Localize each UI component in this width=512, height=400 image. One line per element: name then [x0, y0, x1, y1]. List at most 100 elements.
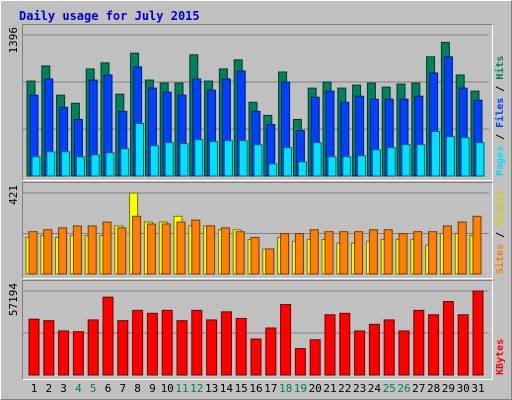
- bar-kbytes-day-6: [102, 296, 114, 376]
- bar-pages-day-17: [268, 163, 278, 177]
- bar-kbytes-day-27: [413, 309, 425, 376]
- x-tick-label: 2: [45, 382, 52, 395]
- bars-layer: [23, 34, 489, 376]
- bar-pages-day-4: [75, 156, 85, 177]
- bar-kbytes-day-3: [58, 330, 70, 376]
- legend-entry: Files: [494, 98, 506, 128]
- legend: Pages / Files / Hits: [494, 56, 506, 176]
- bar-sites-day-15: [235, 231, 245, 275]
- bar-pages-day-11: [179, 143, 189, 177]
- legends-layer: Pages / Files / Hits Sites / Visits KBytes: [494, 56, 506, 375]
- bar-sites-day-12: [191, 219, 201, 275]
- bar-pages-day-15: [238, 140, 248, 177]
- bar-kbytes-day-11: [176, 320, 188, 376]
- legend-entry: Hits: [494, 56, 506, 80]
- bar-sites-day-7: [117, 227, 127, 275]
- legend-separator: /: [495, 128, 506, 146]
- x-tick-label: 13: [205, 382, 218, 395]
- bar-kbytes-day-9: [146, 312, 158, 376]
- bar-pages-day-12: [194, 139, 204, 177]
- bar-pages-day-28: [431, 131, 441, 177]
- legend: Sites / Visits: [494, 190, 506, 274]
- bar-pages-day-10: [164, 142, 174, 177]
- bar-pages-day-30: [460, 137, 470, 177]
- bar-pages-day-13: [209, 141, 219, 177]
- x-tick-label: 15: [235, 382, 248, 395]
- bar-sites-day-22: [339, 231, 349, 275]
- bar-kbytes-day-26: [398, 330, 410, 376]
- bar-kbytes-day-23: [354, 330, 366, 376]
- bar-sites-day-27: [413, 231, 423, 275]
- x-tick-label: 5: [90, 382, 97, 395]
- x-tick-label: 12: [190, 382, 203, 395]
- bar-pages-day-18: [283, 147, 293, 177]
- bar-kbytes-day-7: [117, 320, 129, 376]
- bar-pages-day-5: [90, 154, 100, 177]
- bar-kbytes-day-8: [132, 309, 144, 376]
- x-tick-label: 8: [134, 382, 141, 395]
- bar-pages-day-14: [223, 140, 233, 177]
- bar-kbytes-day-20: [309, 339, 321, 376]
- bar-sites-day-8: [132, 215, 142, 275]
- y-tick-label: 57194: [7, 283, 20, 316]
- bar-sites-day-1: [28, 231, 38, 275]
- x-tick-label: 10: [161, 382, 174, 395]
- y-tick-label: 421: [7, 185, 20, 205]
- bar-kbytes-day-21: [324, 314, 336, 376]
- bar-kbytes-day-29: [442, 301, 454, 376]
- bar-kbytes-day-31: [472, 290, 484, 376]
- bar-kbytes-day-28: [428, 314, 440, 376]
- bar-kbytes-day-22: [339, 312, 351, 376]
- legend-entry: Visits: [494, 190, 506, 226]
- bar-sites-day-30: [457, 221, 467, 275]
- x-tick-label: 7: [119, 382, 126, 395]
- bar-pages-day-23: [357, 155, 367, 177]
- x-tick-label: 17: [264, 382, 277, 395]
- x-tick-label: 3: [60, 382, 67, 395]
- x-tick-label: 1: [31, 382, 38, 395]
- x-tick-label: 30: [457, 382, 470, 395]
- bar-sites-day-6: [102, 221, 112, 275]
- bar-pages-day-16: [253, 144, 263, 177]
- x-tick-label: 21: [323, 382, 336, 395]
- bar-sites-day-25: [383, 229, 393, 275]
- bar-kbytes-day-18: [280, 304, 292, 376]
- bar-pages-day-8: [135, 122, 145, 177]
- bar-pages-day-24: [371, 149, 381, 177]
- bar-pages-day-22: [342, 156, 352, 177]
- bar-pages-day-27: [416, 144, 426, 177]
- x-tick-label: 6: [105, 382, 112, 395]
- y-tick-label: 1396: [7, 27, 20, 54]
- bar-kbytes-day-12: [191, 309, 203, 376]
- bar-kbytes-day-14: [220, 311, 232, 376]
- bar-kbytes-day-1: [28, 318, 40, 376]
- x-tick-label: 9: [149, 382, 156, 395]
- bar-kbytes-day-19: [294, 348, 306, 376]
- x-tick-label: 29: [442, 382, 455, 395]
- bar-kbytes-day-30: [457, 314, 469, 376]
- bar-sites-day-31: [472, 215, 482, 275]
- x-tick-label: 4: [75, 382, 82, 395]
- bar-pages-day-25: [386, 147, 396, 177]
- bar-kbytes-day-17: [265, 327, 277, 376]
- legend-separator: /: [495, 80, 506, 98]
- x-tick-label: 28: [427, 382, 440, 395]
- bar-sites-day-16: [250, 236, 260, 275]
- bar-sites-day-24: [368, 229, 378, 275]
- x-tick-label: 23: [353, 382, 366, 395]
- chart-title: Daily usage for July 2015: [19, 9, 200, 23]
- bar-kbytes-day-24: [368, 323, 380, 376]
- bar-pages-day-3: [61, 151, 71, 177]
- bar-sites-day-13: [206, 225, 216, 275]
- bar-pages-day-21: [327, 156, 337, 177]
- bar-pages-day-26: [401, 144, 411, 177]
- bar-sites-day-18: [280, 233, 290, 275]
- x-tick-label: 26: [397, 382, 410, 395]
- bar-sites-day-3: [58, 227, 68, 275]
- bar-kbytes-day-16: [250, 338, 262, 376]
- legend-separator: /: [495, 226, 506, 244]
- bar-kbytes-day-2: [43, 320, 55, 376]
- bar-sites-day-20: [309, 229, 319, 275]
- x-tick-label: 27: [412, 382, 425, 395]
